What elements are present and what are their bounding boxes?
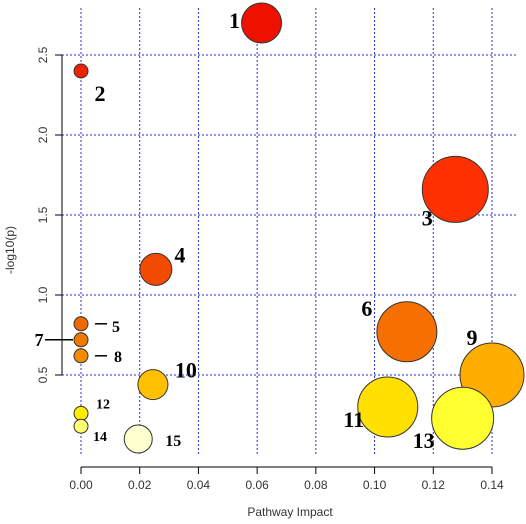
pathway-point-8	[73, 348, 89, 364]
y-tick-label: 0.5	[36, 366, 50, 383]
point-label-9: 9	[467, 325, 478, 350]
pathway-point-2	[73, 63, 89, 79]
point-label-5: 5	[112, 319, 120, 336]
pathway-point-4	[139, 252, 173, 286]
data-points	[73, 2, 525, 454]
axes	[55, 54, 493, 474]
pathway-point-5	[73, 316, 89, 332]
x-tick-label: 0.00	[69, 478, 93, 492]
point-label-7: 7	[35, 330, 44, 350]
pathway-point-3	[421, 155, 489, 223]
point-label-12: 12	[96, 397, 110, 412]
pathway-point-13	[431, 386, 495, 450]
x-tick-label: 0.14	[480, 478, 504, 492]
pathway-point-14	[73, 418, 89, 434]
point-label-10: 10	[175, 358, 197, 383]
point-label-1: 1	[229, 8, 240, 33]
point-label-4: 4	[174, 242, 185, 267]
point-label-11: 11	[343, 407, 364, 432]
pathway-point-15	[123, 424, 153, 454]
x-tick-label: 0.04	[187, 478, 211, 492]
y-tick-label: 1.0	[36, 286, 50, 303]
point-label-3: 3	[422, 205, 433, 230]
point-label-15: 15	[165, 433, 181, 450]
x-tick-label: 0.06	[245, 478, 269, 492]
y-tick-label: 1.5	[36, 206, 50, 223]
point-label-6: 6	[361, 296, 372, 321]
x-tick-label: 0.02	[128, 478, 152, 492]
point-label-13: 13	[413, 428, 435, 453]
y-tick-label: 2.0	[36, 126, 50, 143]
pathway-point-11	[357, 376, 419, 438]
tick-labels: 0.5 1.0 1.5 2.0 2.5 0.00 0.02 0.04 0.06 0.08 0.10 0…	[36, 46, 504, 492]
y-tick-label: 2.5	[36, 46, 50, 63]
grid-lines	[62, 8, 516, 455]
pathway-point-12	[73, 405, 89, 421]
point-label-14: 14	[93, 430, 107, 445]
pathway-point-1	[241, 2, 283, 44]
x-tick-label: 0.08	[304, 478, 328, 492]
x-tick-label: 0.10	[363, 478, 387, 492]
point-label-8: 8	[114, 349, 122, 366]
pathway-point-10	[137, 369, 169, 401]
pathway-point-6	[376, 301, 438, 363]
pathway-point-7	[73, 332, 89, 348]
point-label-2: 2	[95, 81, 106, 106]
y-axis-label: -log10(p)	[3, 226, 17, 274]
x-tick-label: 0.12	[422, 478, 446, 492]
x-axis-label: Pathway Impact	[247, 505, 333, 519]
